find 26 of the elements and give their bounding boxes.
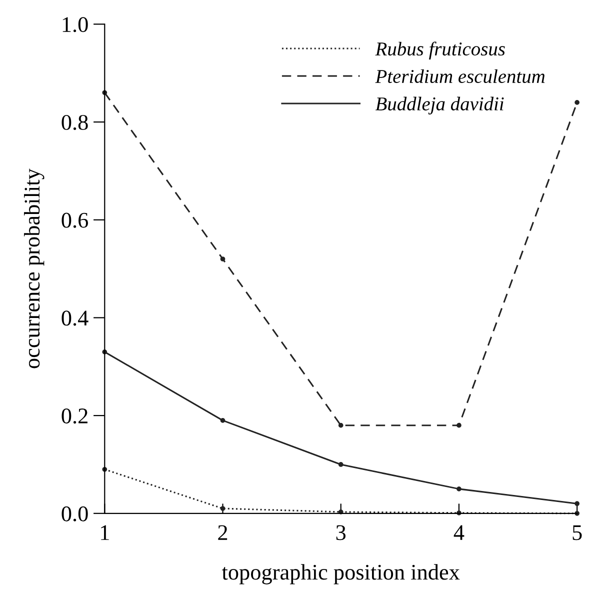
point	[338, 462, 344, 467]
x-tick-label: 4	[454, 525, 464, 540]
y-axis-title: occurrence probability	[24, 168, 44, 368]
y-tick-label: 0.6	[62, 212, 88, 228]
x-tick-label: 5	[572, 525, 582, 540]
x-axis-title: topographic position index	[222, 564, 460, 584]
point	[456, 422, 462, 428]
y-tick-label: 0.8	[62, 114, 88, 130]
y-tick-label: 0.0	[62, 506, 88, 522]
legend-label: Buddleja davidii	[375, 96, 504, 114]
point	[220, 418, 226, 423]
point	[338, 422, 344, 428]
point	[574, 501, 580, 506]
point	[220, 506, 226, 511]
y-tick-label: 0.4	[62, 310, 88, 326]
legend-label: Pteridium esculentum	[375, 69, 545, 84]
point	[220, 256, 226, 262]
point	[574, 510, 580, 516]
y-tick-label: 0.2	[62, 408, 88, 424]
x-tick-label: 3	[336, 525, 346, 540]
y-tick-label: 1.0	[62, 17, 88, 32]
point	[574, 100, 580, 105]
x-tick-label: 1	[101, 525, 109, 540]
point	[456, 486, 462, 492]
x-tick-label: 2	[218, 525, 228, 540]
legend-label: Rubus fruticosus	[375, 42, 505, 60]
